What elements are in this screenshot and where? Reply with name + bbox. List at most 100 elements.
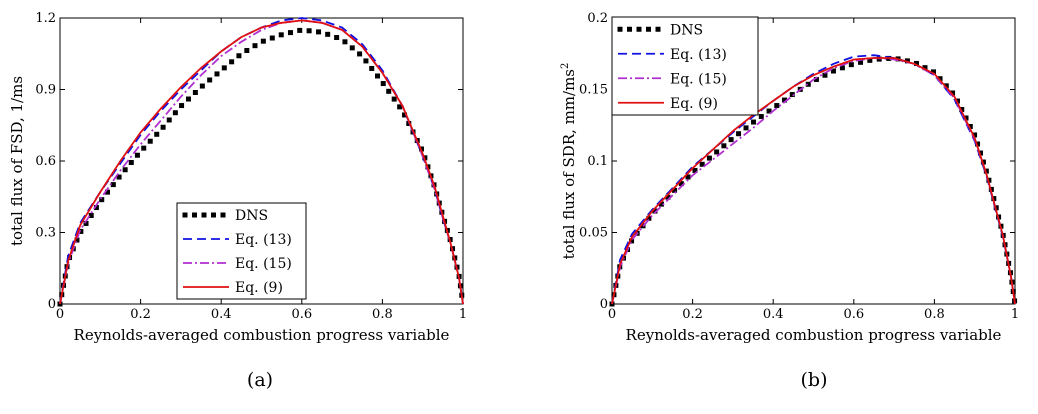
data-point	[141, 145, 147, 151]
legend-label: Eq. (13)	[670, 47, 727, 63]
data-point	[160, 124, 166, 130]
data-point	[192, 89, 198, 95]
data-point	[363, 58, 369, 64]
legend-label: Eq. (15)	[670, 71, 727, 87]
data-point	[236, 53, 242, 59]
chart-panel-a: 0 0.2 0.4 0.6 0.8 1 0 0.3 0.6 0.9 1.2 Reynolds-aver…	[8, 11, 467, 391]
x-tick-label: 0.4	[763, 307, 784, 322]
data-point	[357, 51, 363, 57]
x-tick-label: 0.6	[843, 307, 864, 322]
data-point	[128, 159, 134, 165]
data-point	[699, 161, 705, 167]
data-point	[83, 220, 89, 226]
data-point	[116, 174, 122, 180]
x-tick-label: 0	[608, 307, 616, 322]
x-tick-label: 0.6	[291, 307, 312, 322]
data-point	[930, 69, 936, 75]
data-point	[678, 181, 684, 187]
data-point	[721, 143, 727, 149]
x-axis-label: Reynolds-averaged combustion progress va…	[74, 326, 450, 344]
data-point	[728, 137, 734, 143]
data-point	[805, 81, 811, 87]
data-point	[99, 197, 105, 203]
data-point	[904, 58, 910, 64]
data-point	[172, 110, 178, 116]
x-axis-label: Reynolds-averaged combustion progress va…	[626, 326, 1002, 344]
data-point	[751, 119, 757, 125]
y-tick-label: 1.2	[35, 11, 56, 26]
data-point	[278, 32, 284, 38]
data-point	[375, 73, 381, 79]
x-tick-label: 1	[1011, 307, 1019, 322]
x-tick-label: 0.2	[682, 307, 703, 322]
data-point	[269, 35, 275, 41]
y-axis-label-superscript: 2	[560, 63, 571, 69]
data-point	[244, 48, 250, 54]
legend-label: Eq. (9)	[235, 280, 283, 296]
x-tick-label: 1	[459, 307, 467, 322]
y-tick-label: 0	[600, 297, 608, 312]
data-point	[402, 112, 408, 118]
data-point	[743, 125, 749, 131]
data-point	[766, 108, 772, 114]
panel-label: (b)	[801, 369, 828, 391]
data-point	[260, 38, 266, 44]
data-point	[316, 29, 322, 35]
data-point	[185, 96, 191, 102]
data-point	[937, 76, 943, 82]
data-point	[789, 92, 795, 98]
legend: DNS Eq. (13) Eq. (15) Eq. (9)	[611, 16, 759, 116]
legend-swatch-point	[617, 26, 623, 32]
data-point	[658, 201, 664, 207]
data-point	[74, 237, 80, 243]
chart-panel-b: 0 0.2 0.4 0.6 0.8 1 0 0.05 0.1 0.15 0.2 Reynolds-av…	[560, 11, 1019, 391]
data-point	[147, 138, 153, 144]
legend-swatch-point	[201, 212, 207, 218]
data-point	[822, 72, 828, 78]
data-point	[221, 65, 227, 71]
series-eq-13	[59, 17, 464, 305]
data-point	[774, 103, 780, 109]
legend-swatch-point	[220, 212, 226, 218]
data-point	[972, 132, 978, 138]
x-tick-label: 0.2	[130, 307, 151, 322]
legend-label: Eq. (15)	[235, 256, 292, 272]
data-point	[369, 65, 375, 71]
data-point	[214, 71, 220, 77]
data-point	[913, 60, 919, 66]
data-point	[287, 30, 293, 36]
legend-swatch-point	[636, 26, 642, 32]
y-tick-label: 0.6	[35, 154, 56, 169]
legend-box	[176, 202, 307, 300]
series-eq-9	[611, 57, 1016, 305]
x-tick-label: 0.8	[372, 307, 393, 322]
legend-swatch-point	[646, 26, 651, 32]
data-point	[122, 167, 128, 173]
x-tick-label: 0	[56, 307, 64, 322]
data-point	[646, 215, 652, 221]
data-point	[105, 189, 111, 195]
data-point	[110, 182, 116, 188]
data-point	[306, 28, 312, 34]
data-point	[349, 45, 355, 51]
y-tick-label: 0.3	[35, 226, 56, 241]
data-point	[386, 88, 392, 94]
data-point	[922, 65, 928, 71]
data-point	[943, 83, 949, 89]
series-line	[611, 57, 1016, 305]
legend-label: Eq. (13)	[235, 232, 292, 248]
data-point	[179, 103, 185, 109]
data-point	[207, 77, 213, 83]
legend-label: Eq. (9)	[670, 96, 718, 112]
data-point	[736, 131, 742, 137]
data-point	[342, 39, 348, 45]
legend-swatch-point	[192, 212, 197, 218]
y-tick-label: 0.15	[579, 83, 608, 98]
data-point	[813, 76, 819, 82]
legend-swatch-point	[655, 26, 661, 32]
y-axis-label-text: total flux of SDR, mm/ms	[560, 69, 578, 259]
data-point	[867, 57, 873, 63]
data-point	[652, 208, 658, 214]
data-point	[830, 68, 836, 74]
